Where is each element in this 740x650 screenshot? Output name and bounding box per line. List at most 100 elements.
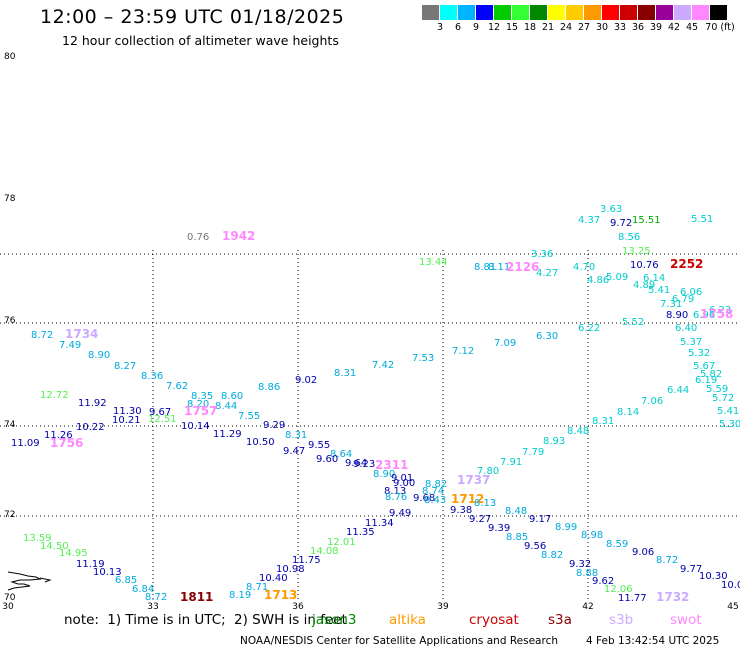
latitude-label: 72 — [4, 510, 15, 520]
longitude-label: 33 — [147, 602, 158, 612]
wave-height-value: 8.72 — [31, 330, 53, 341]
note-prefix: note: — [64, 612, 99, 628]
wave-height-value: 9.49 — [389, 508, 411, 519]
wave-height-value: 9.67 — [149, 407, 171, 418]
scale-swatch — [656, 5, 674, 20]
wave-height-value: 11.19 — [76, 559, 105, 570]
longitude-label: 45 — [727, 602, 738, 612]
footer-credit: NOAA/NESDIS Center for Satellite Applica… — [240, 635, 558, 647]
wave-height-value: 9.06 — [632, 547, 654, 558]
wave-height-value: 8.35 — [191, 391, 213, 402]
pass-time-label: 2311 — [375, 458, 408, 472]
scale-label: 39 — [649, 22, 663, 33]
wave-height-value: 11.29 — [213, 429, 242, 440]
wave-height-value: 5.59 — [706, 384, 728, 395]
wave-height-value: 7.91 — [500, 457, 522, 468]
wave-height-value: 10.30 — [699, 571, 728, 582]
wave-height-value: 8.48 — [505, 506, 527, 517]
wave-height-value: 9.56 — [524, 541, 546, 552]
scale-swatch — [476, 5, 494, 20]
wave-height-value: 14.50 — [40, 541, 69, 552]
wave-height-value: 9.38 — [450, 505, 472, 516]
scale-swatch — [440, 5, 458, 20]
wave-height-value: 9.27 — [469, 514, 491, 525]
wave-height-value: 9.02 — [295, 375, 317, 386]
wave-height-value: 5.72 — [712, 393, 734, 404]
wave-height-value: 8.59 — [606, 539, 628, 550]
wave-height-value: 5.52 — [622, 317, 644, 328]
scale-label: 42 — [667, 22, 681, 33]
wave-height-value: 7.31 — [660, 299, 682, 310]
wave-height-value: 6.79 — [672, 294, 694, 305]
wave-height-observations: 0.76 1942 3.634.37 9.72 15.51 5.51 8.56 13.25 13… — [11, 204, 740, 604]
pass-time-label: 1942 — [222, 229, 255, 243]
latitude-label: 80 — [4, 52, 16, 62]
scale-label: 15 — [505, 22, 519, 33]
wave-height-value: 10.40 — [259, 573, 288, 584]
wave-height-value: 8.72 — [145, 592, 167, 603]
wave-height-value: 8.19 — [229, 590, 251, 601]
wave-height-value: 9.60 — [316, 454, 338, 465]
legend-satellite-cryosat: cryosat — [469, 612, 519, 628]
wave-height-value: 8.88 — [576, 568, 598, 579]
wave-height-value: 6.19 — [695, 375, 717, 386]
wave-height-value: 7.06 — [641, 396, 663, 407]
legend-satellite-s3b: s3b — [609, 612, 634, 628]
pass-time-label: 1734 — [65, 327, 98, 341]
wave-height-value: 11.34 — [365, 518, 394, 529]
wave-height-value: 9.64 — [345, 458, 367, 469]
scale-label: 45 — [685, 22, 699, 33]
wave-height-value: 9.01 — [391, 473, 413, 484]
scale-swatch — [566, 5, 584, 20]
pass-time-label: 2252 — [670, 257, 703, 271]
scale-swatch — [710, 5, 728, 20]
scale-swatch — [584, 5, 602, 20]
wave-height-value: 13.59 — [23, 533, 52, 544]
wave-height-value: 8.27 — [114, 361, 136, 372]
wave-height-value: 8.13 — [384, 486, 406, 497]
scale-label: 18 — [523, 22, 537, 33]
wave-height-value: 6.06 — [680, 287, 702, 298]
latitude-label: 70 — [4, 593, 16, 603]
scale-swatch — [494, 5, 512, 20]
footer-timestamp: 4 Feb 13:42:54 UTC 2025 — [586, 635, 720, 647]
wave-height-value: 8.82 — [425, 479, 447, 490]
wave-height-value: 8.90 — [373, 469, 395, 480]
wave-height-value: 9.47 — [283, 446, 305, 457]
wave-height-value: 10.0 — [721, 580, 740, 591]
wave-height-value: 7.49 — [59, 340, 81, 351]
wave-height-value: 8.20 — [187, 399, 209, 410]
wave-height-value: 13.44 — [419, 257, 448, 268]
wave-height-value: 10.50 — [246, 437, 275, 448]
scale-label: 36 — [631, 22, 645, 33]
wave-height-value: 7.80 — [477, 466, 499, 477]
legend-satellite-s3a: s3a — [548, 612, 572, 628]
wave-height-value: 8.76 — [385, 492, 407, 503]
wave-height-value: 8.99 — [555, 522, 577, 533]
scale-swatch — [458, 5, 476, 20]
wave-height-value: 3.63 — [600, 204, 622, 215]
scale-swatch — [548, 5, 566, 20]
wave-height-value: 6.40 — [675, 323, 697, 334]
wave-height-value: 6.23 — [709, 305, 731, 316]
wave-height-value: 8.98 — [581, 530, 603, 541]
wave-height-value: 8.86 — [258, 382, 280, 393]
wave-height-value: 6.44 — [667, 385, 689, 396]
wave-height-value: 6.22 — [578, 323, 600, 334]
wave-height-value: 8.43 — [424, 495, 446, 506]
longitude-label: 42 — [582, 602, 593, 612]
wave-height-value: 8.14 — [617, 407, 639, 418]
wave-height-value: 8.71 — [246, 582, 268, 593]
wave-height-value: 7.79 — [522, 447, 544, 458]
wave-height-value: 11.35 — [346, 527, 375, 538]
wave-height-value: 4.89 — [633, 280, 655, 291]
wave-height-value: 5.30 — [719, 419, 740, 430]
wave-height-value: 14.08 — [310, 546, 339, 557]
wave-height-value: 11.77 — [618, 593, 647, 604]
latitude-label: 74 — [4, 420, 16, 430]
wave-height-value: 8.48 — [567, 426, 589, 437]
wave-height-value: 9.29 — [263, 420, 285, 431]
coastline-shape — [39, 577, 52, 583]
wave-height-value: 4.37 — [578, 215, 600, 226]
scale-swatch — [674, 5, 692, 20]
